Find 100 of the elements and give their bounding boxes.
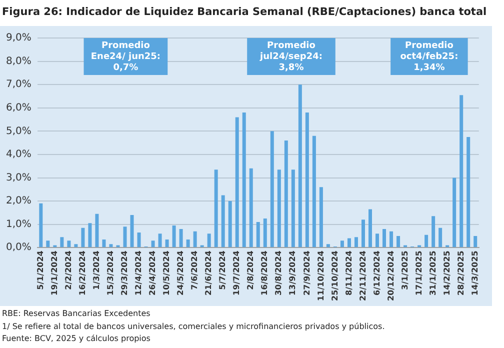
bar xyxy=(270,131,274,248)
x-tick-label: 25/10/2024 xyxy=(330,250,340,301)
bar xyxy=(396,236,400,248)
bar xyxy=(432,216,436,248)
bar xyxy=(368,209,372,248)
y-tick-label: 1,0% xyxy=(6,218,32,230)
bar xyxy=(452,178,456,248)
x-tick-label: 17/1/2025 xyxy=(414,250,424,296)
x-tick-label: 5/1/2024 xyxy=(36,250,45,290)
x-tick-label: 27/9/2024 xyxy=(302,250,312,296)
y-tick-label: 4,0% xyxy=(6,149,32,160)
y-tick-label: 8,0% xyxy=(6,56,32,67)
y-tick-label: 6,0% xyxy=(6,102,32,114)
x-tick-label: 3/1/2025 xyxy=(400,250,410,290)
text: 1/ Se refiere al total de bancos universales, comerciales y microfinancieros privados y públicos. xyxy=(2,320,385,333)
bar xyxy=(263,218,267,248)
annotation: Promedio jul24/sep24: 3,8% xyxy=(259,40,322,73)
bar xyxy=(382,228,386,248)
bar xyxy=(242,112,246,248)
bar xyxy=(151,240,155,248)
x-tick-label: 12/4/2024 xyxy=(134,250,144,296)
bar xyxy=(81,228,85,248)
x-tick-label: 30/8/2024 xyxy=(274,250,284,296)
bar xyxy=(466,136,470,248)
bar xyxy=(214,170,218,248)
annotation: Promedio oct4/feb25: 1,34% xyxy=(400,40,458,73)
bar xyxy=(424,234,428,248)
bar xyxy=(305,112,309,248)
x-tick-label: 22/11/2024 xyxy=(358,250,368,301)
x-tick-label: 2/2/2024 xyxy=(64,250,74,290)
bar xyxy=(130,215,134,248)
x-tick-label: 19/7/2024 xyxy=(232,250,242,296)
x-tick-label: 7/6/2024 xyxy=(190,250,200,290)
x-tick-label: 5/7/2024 xyxy=(218,250,228,290)
bar xyxy=(95,214,99,248)
source-note: Fuente: BCV, 2025 y cálculos propios xyxy=(2,333,152,345)
bar xyxy=(284,140,288,248)
bar xyxy=(326,244,330,248)
bar xyxy=(39,203,43,248)
bar xyxy=(165,239,169,248)
bar xyxy=(438,228,442,248)
bar xyxy=(298,84,302,248)
bar xyxy=(312,136,316,248)
x-tick-label: 8/11/2024 xyxy=(344,250,354,296)
bar xyxy=(221,195,225,248)
bar xyxy=(319,187,323,248)
bar xyxy=(228,201,232,248)
x-tick-label: 29/3/2024 xyxy=(120,250,130,296)
x-tick-label: 14/2/2025 xyxy=(442,250,452,296)
y-tick-label: 3,0% xyxy=(6,172,32,184)
x-tick-label: 11/10/2024 xyxy=(316,250,326,301)
x-tick-label: 14/3/2025 xyxy=(470,250,480,296)
bar xyxy=(354,237,358,248)
bar xyxy=(460,95,464,248)
bar xyxy=(67,240,71,248)
bar xyxy=(109,244,113,248)
x-tick-label: 1/3/2024 xyxy=(92,250,102,290)
annotation: Promedio Ene24/ jun25: 0,7% xyxy=(90,40,161,73)
x-tick-label: 13/9/2024 xyxy=(288,250,298,296)
y-tick-label: 2,0% xyxy=(6,196,32,207)
x-tick-label: 28/2/2025 xyxy=(456,250,466,296)
bar xyxy=(474,236,478,248)
x-tick-label: 26/4/2024 xyxy=(148,250,158,296)
bar xyxy=(376,234,380,248)
bar xyxy=(88,223,92,248)
y-tick-label: 7,0% xyxy=(6,79,32,90)
y-tick-label: 0,0% xyxy=(6,242,32,254)
bar xyxy=(390,231,394,248)
text: RBE: Reservas Bancarias Excedentes xyxy=(2,308,152,320)
x-tick-label: 24/5/2024 xyxy=(176,250,186,296)
bar xyxy=(193,231,197,248)
bar xyxy=(186,239,190,248)
x-tick-label: 31/1/2025 xyxy=(428,250,438,296)
x-tick-label: 15/3/2024 xyxy=(106,250,116,296)
x-tick-label: 19/1/2024 xyxy=(50,250,59,296)
x-tick-label: 21/6/2024 xyxy=(204,250,214,296)
bar xyxy=(256,222,260,248)
bar xyxy=(74,244,78,248)
bar xyxy=(277,170,281,248)
x-tick-label: 16/8/2024 xyxy=(260,250,270,296)
x-tick-label: 10/5/2024 xyxy=(162,250,172,296)
bar xyxy=(137,232,141,248)
y-tick-label: 9,0% xyxy=(6,32,32,44)
bar xyxy=(46,240,50,248)
bar xyxy=(102,239,106,248)
bar xyxy=(291,170,295,248)
bar xyxy=(361,220,365,248)
bar xyxy=(207,234,211,248)
bar xyxy=(172,226,176,248)
x-tick-label: 16/2/2024 xyxy=(78,250,88,296)
bar xyxy=(347,238,351,248)
bar xyxy=(60,237,64,248)
bar xyxy=(340,240,344,248)
x-tick-label: 20/12/2024 xyxy=(386,250,396,301)
bar xyxy=(123,226,127,248)
chart-title: Figura 26: Indicador de Liquidez Bancaria Semanal (RBE/Captaciones) banca total xyxy=(2,6,487,18)
bar xyxy=(235,117,239,248)
y-tick-label: 5,0% xyxy=(6,126,32,137)
bar xyxy=(158,234,162,248)
bar xyxy=(179,228,183,248)
